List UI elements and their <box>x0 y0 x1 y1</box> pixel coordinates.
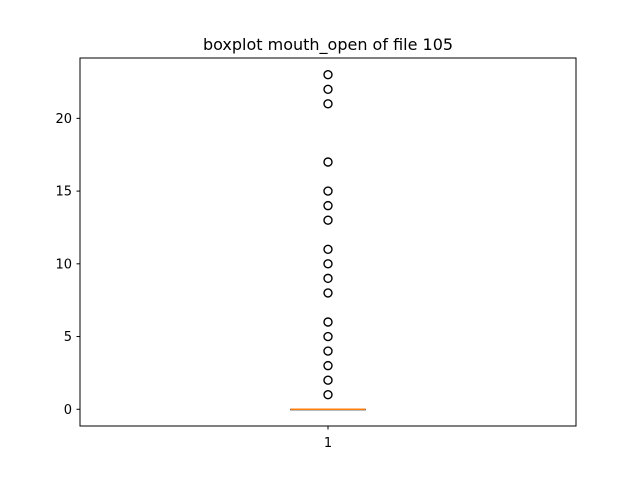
outlier-point <box>323 390 333 400</box>
outlier-point <box>323 99 333 109</box>
y-tick-label: 5 <box>64 330 72 345</box>
outlier-point <box>323 70 333 80</box>
y-tick-label: 0 <box>64 403 72 418</box>
outlier-point <box>323 200 333 211</box>
y-tick-label: 20 <box>55 112 72 127</box>
outlier-point <box>323 215 333 225</box>
outlier-point <box>323 317 333 327</box>
outlier-point <box>323 157 333 167</box>
y-tick-label: 10 <box>55 257 72 272</box>
y-tick-label: 15 <box>55 185 72 200</box>
outlier-point <box>323 375 333 385</box>
x-tick-label: 1 <box>324 436 332 451</box>
outlier-point <box>323 273 333 284</box>
outlier-point <box>323 288 333 298</box>
outlier-point <box>323 186 333 196</box>
chart-title: boxplot mouth_open of file 105 <box>203 35 453 55</box>
outlier-point <box>323 360 333 371</box>
outlier-point <box>323 244 333 254</box>
outlier-point <box>323 331 333 342</box>
outlier-point <box>323 84 333 94</box>
plot-frame <box>79 57 577 427</box>
outlier-point <box>323 346 333 356</box>
outlier-point <box>323 259 333 269</box>
